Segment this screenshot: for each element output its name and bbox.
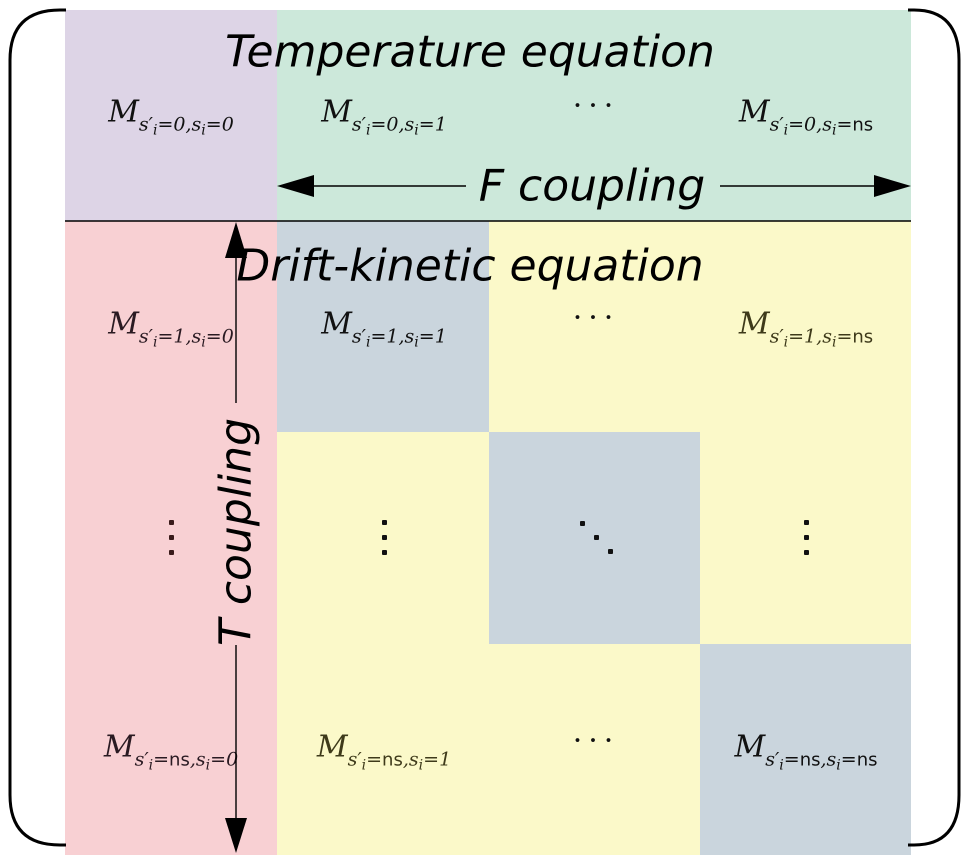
label-m-1-ns: Ms′i=1,si=ns bbox=[738, 306, 874, 351]
cell-r1-c3 bbox=[700, 221, 911, 432]
label-m-0-ns: Ms′i=0,si=ns bbox=[738, 94, 874, 139]
label-m-1-0: Ms′i=1,si=0 bbox=[108, 306, 234, 351]
cell-r3-c3 bbox=[700, 644, 911, 855]
label-m-1-1: Ms′i=1,si=1 bbox=[321, 306, 447, 351]
ellipsis-r1-c2: ··· bbox=[572, 300, 620, 336]
t-coupling-label: T coupling bbox=[210, 417, 262, 647]
cell-r3-c2 bbox=[489, 644, 700, 855]
cell-r0-c0 bbox=[65, 10, 277, 221]
ellipsis-r3-c2: ··· bbox=[572, 723, 620, 759]
vertical-ellipsis-r2-c1 bbox=[381, 518, 387, 558]
left-frame-bracket bbox=[8, 8, 66, 847]
label-m-ns-ns: Ms′i=ns,si=ns bbox=[734, 729, 878, 774]
right-frame-bracket bbox=[908, 8, 961, 847]
cell-r1-c2 bbox=[489, 221, 700, 432]
vertical-ellipsis-r2-c0 bbox=[168, 518, 174, 558]
ellipsis-r0-c2: ··· bbox=[572, 88, 620, 124]
cell-r3-c1 bbox=[277, 644, 489, 855]
f-coupling-label: F coupling bbox=[478, 160, 706, 212]
diagonal-ellipsis-r2-c2 bbox=[576, 519, 616, 555]
vertical-ellipsis-r2-c3 bbox=[803, 518, 809, 558]
cell-r1-c1 bbox=[277, 221, 489, 432]
label-m-ns-0: Ms′i=ns,si=0 bbox=[103, 729, 239, 774]
label-m-0-0: Ms′i=0,si=0 bbox=[108, 94, 234, 139]
temperature-equation-title: Temperature equation bbox=[225, 26, 715, 78]
label-m-ns-1: Ms′i=ns,si=1 bbox=[316, 729, 452, 774]
drift-kinetic-equation-title: Drift-kinetic equation bbox=[236, 240, 704, 292]
cell-r0-c2 bbox=[489, 10, 700, 221]
label-m-0-1: Ms′i=0,si=1 bbox=[321, 94, 447, 139]
